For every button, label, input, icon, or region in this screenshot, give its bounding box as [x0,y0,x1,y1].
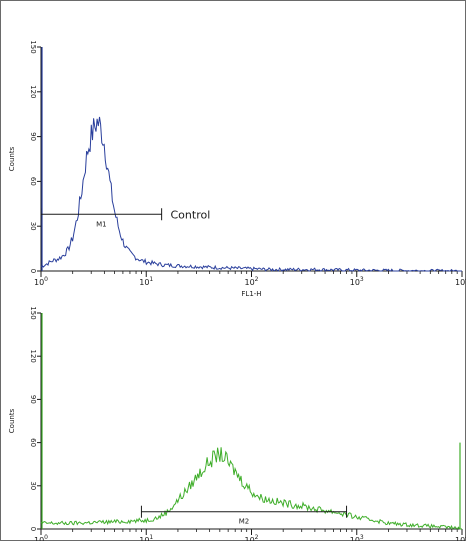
x-tick-exponent: 1 [149,534,153,541]
x-tick-exponent: 0 [44,276,48,283]
x-tick-label: 102 [244,276,258,287]
x-tick-exponent: 1 [149,276,153,283]
x-tick-label: 100 [34,276,48,287]
x-tick-base: 10 [139,278,149,287]
y-tick-label: 30 [29,222,37,231]
x-tick-base: 10 [139,536,149,541]
y-axis-label: Counts [8,408,16,433]
x-tick-base: 10 [244,278,254,287]
gate-marker-label: M1 [96,220,107,228]
x-tick-base: 10 [244,536,254,541]
y-tick-label: 120 [29,350,37,363]
x-tick-exponent: 0 [44,534,48,541]
y-tick-label: 120 [29,85,37,98]
x-tick-base: 10 [350,278,360,287]
y-tick-label: 90 [29,395,37,404]
x-tick-label: 104 [455,534,466,541]
x-tick-exponent: 3 [360,276,364,283]
x-axis-label: FL1-H [241,290,261,298]
x-tick-exponent: 3 [360,534,364,541]
histogram-panel-2: 0306090120150Counts100101102103104M2 [8,306,466,541]
x-tick-exponent: 2 [255,276,259,283]
x-tick-base: 10 [350,536,360,541]
x-tick-base: 10 [455,536,465,541]
histogram-series-line [40,447,463,530]
y-tick-label: 0 [29,527,37,531]
y-tick-label: 0 [29,269,37,273]
x-tick-exponent: 2 [255,534,259,541]
x-tick-label: 103 [350,276,364,287]
x-tick-label: 100 [34,534,48,541]
annotation-label: Control [171,208,211,221]
x-tick-base: 10 [34,536,44,541]
y-tick-label: 150 [29,40,37,53]
x-tick-label: 103 [350,534,364,541]
x-tick-label: 102 [244,534,258,541]
y-tick-label: 90 [29,132,37,141]
y-tick-label: 60 [29,177,37,186]
histogram-panel-1: 0306090120150Counts100101102103104FL1-HM… [8,40,466,298]
x-tick-base: 10 [34,278,44,287]
y-tick-label: 150 [29,306,37,319]
y-axis-label: Counts [8,146,16,171]
x-tick-label: 101 [139,534,153,541]
histogram-series-line [40,116,462,272]
x-tick-base: 10 [455,278,465,287]
gate-marker-label: M2 [239,518,250,526]
x-tick-label: 101 [139,276,153,287]
y-tick-label: 60 [29,438,37,447]
x-tick-label: 104 [455,276,466,287]
y-tick-label: 30 [29,481,37,490]
